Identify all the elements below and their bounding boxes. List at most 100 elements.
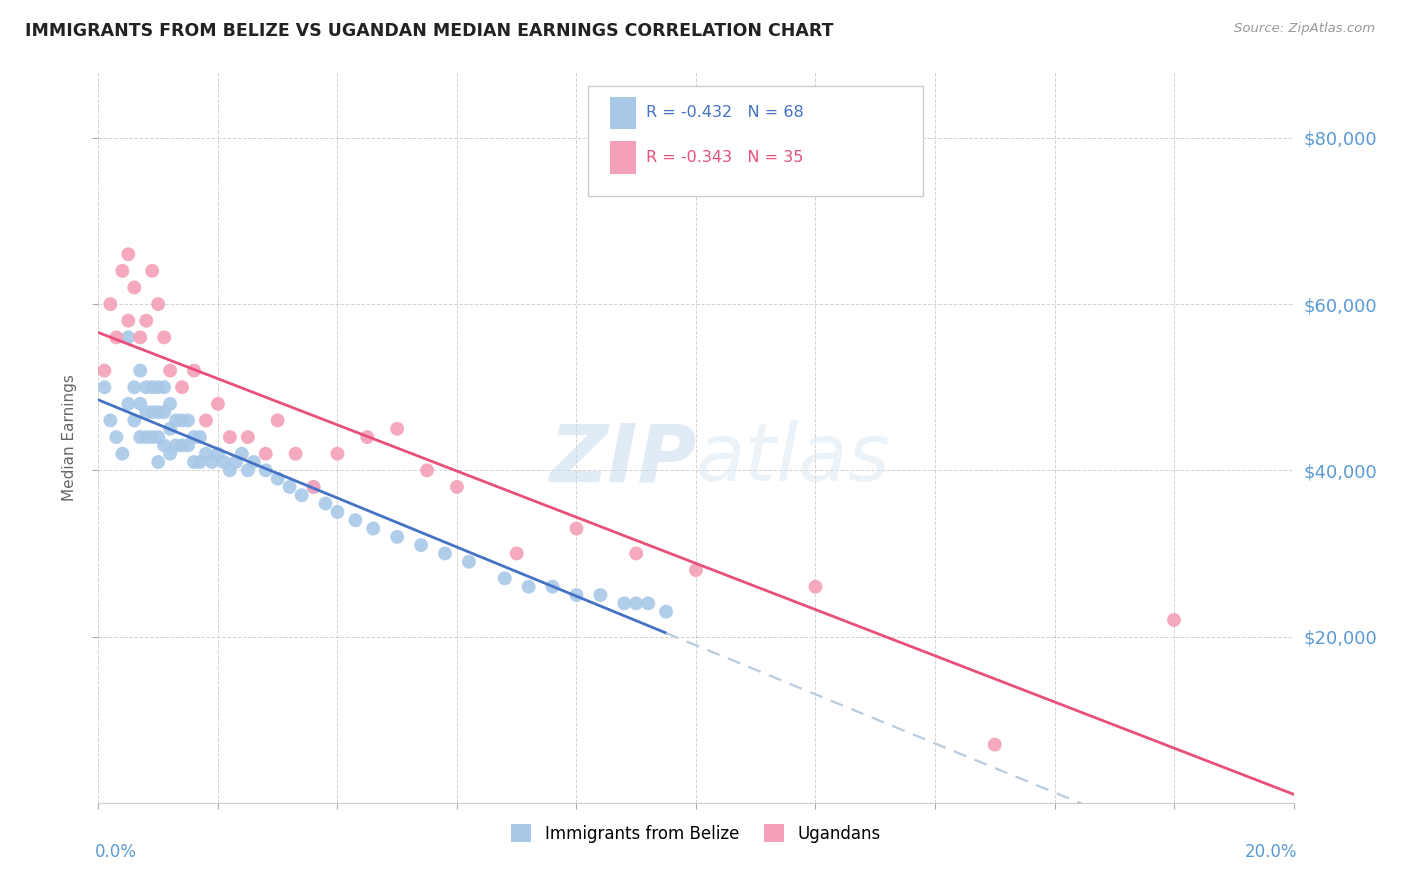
Point xyxy=(105,330,128,344)
Point xyxy=(159,422,181,436)
Point xyxy=(236,463,259,477)
Point xyxy=(326,447,349,461)
Point xyxy=(565,588,588,602)
Point xyxy=(141,430,163,444)
Point xyxy=(344,513,367,527)
Point xyxy=(135,314,157,328)
Text: ZIP: ZIP xyxy=(548,420,696,498)
Point xyxy=(434,546,457,560)
Point xyxy=(124,413,146,427)
Text: R = -0.432   N = 68: R = -0.432 N = 68 xyxy=(645,105,803,120)
Point xyxy=(129,330,152,344)
Point xyxy=(165,413,187,427)
Point xyxy=(254,463,277,477)
Point xyxy=(153,438,176,452)
Point xyxy=(98,297,122,311)
Point xyxy=(153,405,176,419)
Point xyxy=(225,455,247,469)
Point xyxy=(231,447,253,461)
Point xyxy=(517,580,540,594)
Text: 20.0%: 20.0% xyxy=(1244,843,1298,861)
Point xyxy=(236,430,259,444)
Point xyxy=(98,413,122,427)
Legend: Immigrants from Belize, Ugandans: Immigrants from Belize, Ugandans xyxy=(505,818,887,849)
Point xyxy=(315,497,337,511)
Y-axis label: Median Earnings: Median Earnings xyxy=(62,374,77,500)
Point xyxy=(172,413,194,427)
Point xyxy=(219,463,242,477)
Point xyxy=(124,280,146,294)
Point xyxy=(804,580,827,594)
Point xyxy=(117,397,139,411)
Point xyxy=(135,380,157,394)
Point xyxy=(117,247,139,261)
Point xyxy=(626,546,648,560)
Text: Source: ZipAtlas.com: Source: ZipAtlas.com xyxy=(1234,22,1375,36)
Point xyxy=(416,463,439,477)
Point xyxy=(183,455,205,469)
Point xyxy=(141,264,163,278)
Text: atlas: atlas xyxy=(696,420,891,498)
Point xyxy=(278,480,301,494)
Point xyxy=(105,430,128,444)
Point xyxy=(363,521,385,535)
Point xyxy=(153,380,176,394)
Point xyxy=(129,397,152,411)
Point xyxy=(195,413,218,427)
Point xyxy=(326,505,349,519)
Point xyxy=(148,380,170,394)
Point xyxy=(506,546,529,560)
Point xyxy=(159,397,181,411)
Point xyxy=(626,596,648,610)
Point xyxy=(984,738,1007,752)
Point xyxy=(124,380,146,394)
Text: R = -0.343   N = 35: R = -0.343 N = 35 xyxy=(645,150,803,165)
Point xyxy=(177,413,200,427)
Point xyxy=(148,405,170,419)
Point xyxy=(1163,613,1185,627)
Point xyxy=(111,447,134,461)
Point xyxy=(458,555,481,569)
Point xyxy=(117,330,139,344)
Point xyxy=(201,455,224,469)
Point xyxy=(613,596,636,610)
Text: 0.0%: 0.0% xyxy=(94,843,136,861)
Point xyxy=(637,596,659,610)
Bar xyxy=(610,96,637,129)
Point xyxy=(541,580,564,594)
Point xyxy=(655,605,678,619)
Point xyxy=(148,455,170,469)
Point xyxy=(207,397,229,411)
Point xyxy=(165,438,187,452)
Point xyxy=(195,447,218,461)
Point xyxy=(212,455,235,469)
Point xyxy=(177,438,200,452)
Point xyxy=(93,363,115,377)
Point xyxy=(356,430,378,444)
Point xyxy=(159,363,181,377)
FancyBboxPatch shape xyxy=(589,86,922,195)
Point xyxy=(267,472,290,486)
Point xyxy=(446,480,468,494)
Bar xyxy=(610,141,637,174)
Point xyxy=(302,480,325,494)
Point xyxy=(267,413,290,427)
Point xyxy=(385,530,409,544)
Point xyxy=(494,571,516,585)
Point xyxy=(183,430,205,444)
Point xyxy=(93,380,115,394)
Point xyxy=(284,447,307,461)
Point xyxy=(589,588,612,602)
Point xyxy=(183,363,205,377)
Point xyxy=(685,563,707,577)
Point xyxy=(565,521,588,535)
Point xyxy=(135,430,157,444)
Point xyxy=(111,264,134,278)
Point xyxy=(302,480,325,494)
Point xyxy=(141,405,163,419)
Point xyxy=(135,405,157,419)
Point xyxy=(129,430,152,444)
Point xyxy=(148,430,170,444)
Point xyxy=(188,430,211,444)
Point xyxy=(148,297,170,311)
